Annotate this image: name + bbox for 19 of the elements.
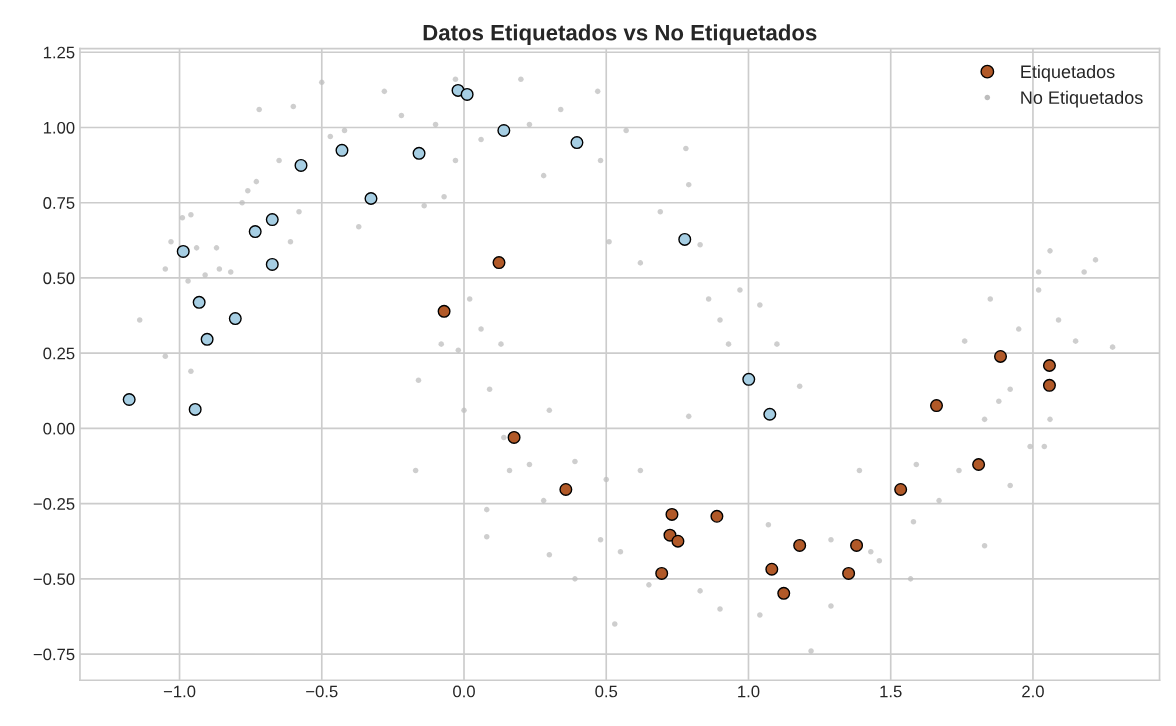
legend-label: Etiquetados xyxy=(1021,64,1115,82)
y-tick-label: −0.25 xyxy=(33,498,75,510)
x-tick-label: 1.5 xyxy=(880,685,902,698)
y-tick-label: 0.50 xyxy=(43,272,75,285)
x-tick-label: 0.5 xyxy=(595,685,618,698)
y-tick-label: 1.00 xyxy=(43,121,75,134)
x-tick-label: −0.5 xyxy=(306,685,338,698)
chart-title: Datos Etiquetados vs No Etiquetados xyxy=(423,24,817,45)
x-tick-label: −1.0 xyxy=(163,685,196,698)
y-tick-label: 0.00 xyxy=(43,422,75,435)
y-tick-label: 1.25 xyxy=(43,46,75,59)
x-tick-label: 0.0 xyxy=(453,685,475,698)
y-tick-label: −0.75 xyxy=(33,648,75,661)
y-tick-label: 0.75 xyxy=(43,197,75,209)
legend-label: No Etiquetados xyxy=(1021,90,1143,108)
y-tick-label: −0.50 xyxy=(33,573,75,586)
y-tick-label: 0.25 xyxy=(43,347,75,360)
x-tick-label: 2.0 xyxy=(1022,685,1044,698)
x-tick-label: 1.0 xyxy=(738,685,760,698)
